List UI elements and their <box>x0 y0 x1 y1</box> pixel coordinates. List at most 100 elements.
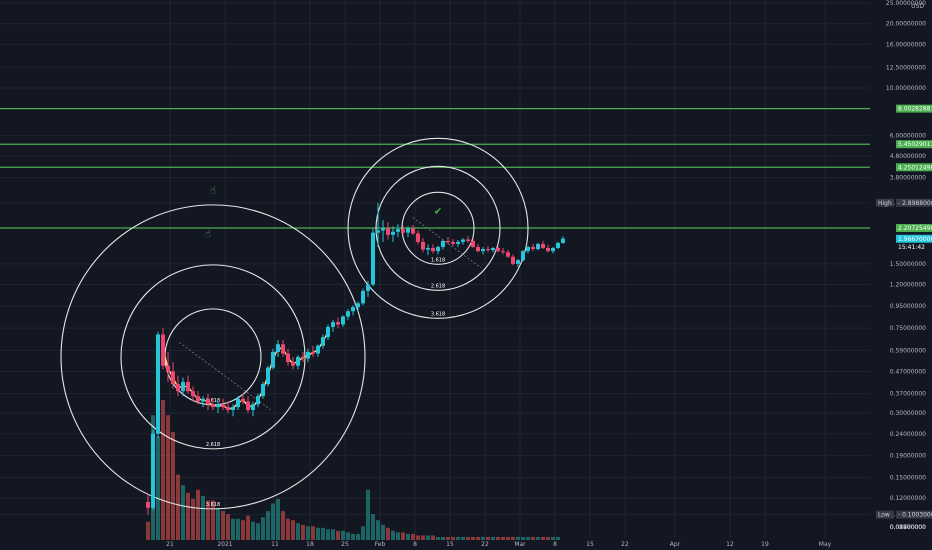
volume-bar <box>526 536 530 540</box>
candle-body <box>436 246 440 252</box>
candle-body <box>476 246 480 252</box>
currency-label: USD <box>911 3 924 10</box>
current-price-badge-box <box>896 234 932 243</box>
volume-bar <box>436 536 440 540</box>
time-tick-label: 22 <box>481 541 489 548</box>
volume-bar <box>361 526 365 540</box>
volume-bar <box>431 535 435 540</box>
price-tick-label: 0.12000000 <box>890 495 926 502</box>
price-tick-label: 0.15000000 <box>890 474 926 481</box>
candle-body <box>151 433 155 508</box>
hand-pointer-icon: ☝ <box>205 229 211 240</box>
volume-bar <box>281 511 285 540</box>
resistance-badge-text: 5.45029011 <box>898 141 932 148</box>
candle-body <box>536 243 540 250</box>
volume-bar <box>186 492 190 540</box>
resistance-badge-text: 4.25012498 <box>898 164 932 171</box>
volume-bar <box>511 536 515 540</box>
high-badge-value: - 2.89880000 <box>898 200 932 207</box>
fib-label: 1.618 <box>431 257 445 263</box>
volume-bar <box>286 518 290 540</box>
price-tick-label: 0.02400000 <box>890 524 926 531</box>
time-tick-label: 8 <box>553 541 557 548</box>
chart-markers: ☝ ☝ ✔ <box>205 186 442 241</box>
volume-bar <box>246 515 250 540</box>
candle-body <box>161 334 165 366</box>
time-tick-label: 21 <box>166 541 174 548</box>
time-axis[interactable]: 21 2021 11 18 25 Feb 8 15 22 Mar 8 15 22 Apr 12 19 May <box>166 541 831 548</box>
price-tick-label: 12.50000000 <box>886 64 926 71</box>
candle-body <box>206 398 210 405</box>
time-tick-label: 12 <box>726 541 734 548</box>
candle-body <box>411 228 415 234</box>
price-badges: 8.00282887 5.45029011 4.25012498 2.20725498… <box>876 104 932 519</box>
volume-bar <box>191 498 195 540</box>
fib-circle[interactable] <box>401 191 475 265</box>
volume-bar <box>266 511 270 540</box>
price-tick-label: 0.37000000 <box>890 391 926 398</box>
candle-body <box>346 311 350 317</box>
candle-body <box>186 381 190 392</box>
price-tick-label: 0.07500000 <box>890 524 926 531</box>
time-tick-label: Apr <box>670 541 681 548</box>
volume-bar <box>301 524 305 540</box>
volume-bar <box>461 536 465 540</box>
candle-body <box>361 290 365 304</box>
candle-body <box>506 252 510 257</box>
volume-bar <box>206 500 210 540</box>
time-tick-label: 22 <box>621 541 629 548</box>
volume-bar <box>421 535 425 540</box>
volume-bar <box>346 532 350 540</box>
fib-circle[interactable] <box>60 204 366 510</box>
candle-body <box>231 407 235 411</box>
fib-circle[interactable] <box>347 137 529 319</box>
time-tick-label: 19 <box>761 541 769 548</box>
candle-body <box>266 367 270 385</box>
candle-body <box>471 240 475 247</box>
high-badge-label-box <box>876 198 894 207</box>
volume-bar <box>376 520 380 540</box>
candle-body <box>166 365 170 372</box>
volume-bar <box>296 523 300 540</box>
candle-body <box>516 260 520 264</box>
time-tick-label: 11 <box>271 541 279 548</box>
volume-bar <box>466 536 470 540</box>
price-tick-label: 3.80000000 <box>890 175 926 182</box>
candle-body <box>291 362 295 366</box>
volume-bar <box>416 535 420 540</box>
volume-bar <box>331 529 335 540</box>
resistance-badge-box <box>896 104 932 113</box>
candle-body <box>226 407 230 411</box>
volume-bar <box>251 521 255 540</box>
candle-body <box>316 345 320 354</box>
candle-body <box>201 398 205 402</box>
price-tick-label: 0.01900000 <box>890 524 926 531</box>
volume-bar <box>521 536 525 540</box>
volume-bar <box>386 527 390 540</box>
volume-bar <box>531 536 535 540</box>
volume-bar <box>166 415 170 540</box>
candle-body <box>181 381 185 392</box>
candle-body <box>241 398 245 402</box>
price-tick-label: 0.04700000 <box>890 524 926 531</box>
volume-bar <box>256 523 260 540</box>
volume-bar <box>506 536 510 540</box>
candle-body <box>381 228 385 231</box>
resistance-badge-box <box>896 163 932 172</box>
price-tick-label: 0.01200000 <box>890 524 926 531</box>
candle-body <box>511 256 515 264</box>
candle-body <box>396 229 400 232</box>
volume-bar <box>371 514 375 540</box>
volume-bar <box>406 533 410 540</box>
volume-bar <box>196 489 200 540</box>
candle-body <box>486 249 490 251</box>
volume-bar <box>366 489 370 540</box>
hand-pointer-icon: ☝ <box>210 186 216 197</box>
price-tick-label: 16.00000000 <box>886 41 926 48</box>
candle-body <box>211 404 215 408</box>
fib-circle[interactable] <box>375 165 501 291</box>
resistance-lines[interactable] <box>0 107 870 229</box>
volume-bar <box>441 536 445 540</box>
